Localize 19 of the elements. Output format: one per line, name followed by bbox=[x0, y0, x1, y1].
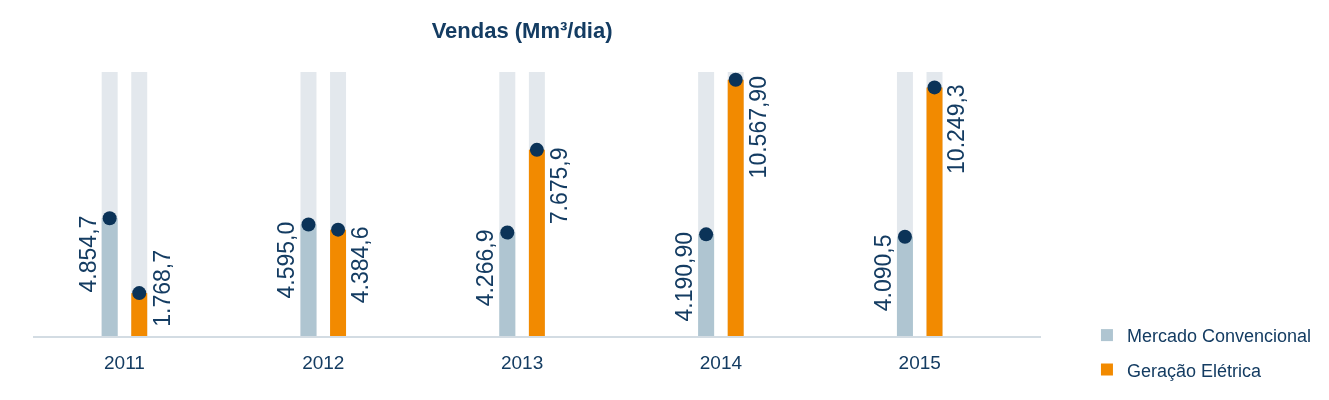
bar bbox=[727, 79, 744, 336]
x-tick-label: 2014 bbox=[699, 351, 743, 373]
data-label: 4.090,5 bbox=[869, 234, 896, 312]
x-tick-label: 2013 bbox=[500, 351, 544, 373]
x-tick-label: 2012 bbox=[302, 351, 345, 373]
data-label: 1.768,7 bbox=[148, 249, 175, 327]
x-tick-label: 2015 bbox=[898, 351, 941, 373]
x-tick-label: 2011 bbox=[104, 351, 145, 373]
data-label: 4.190,90 bbox=[670, 231, 697, 322]
legend-label: Geração Elétrica bbox=[1126, 360, 1262, 381]
chart-title: Vendas (Mm³/dia) bbox=[431, 17, 613, 43]
data-label: 10.567,90 bbox=[745, 76, 771, 179]
legend-label: Mercado Convencional bbox=[1126, 326, 1312, 347]
data-label: 10.249,3 bbox=[943, 84, 970, 174]
data-label: 4.595,0 bbox=[273, 221, 300, 299]
data-label: 7.675,9 bbox=[545, 147, 572, 225]
data-label: 4.854,7 bbox=[74, 215, 101, 293]
data-label: 4.384,6 bbox=[346, 226, 373, 304]
data-label: 4.266,9 bbox=[472, 229, 499, 307]
